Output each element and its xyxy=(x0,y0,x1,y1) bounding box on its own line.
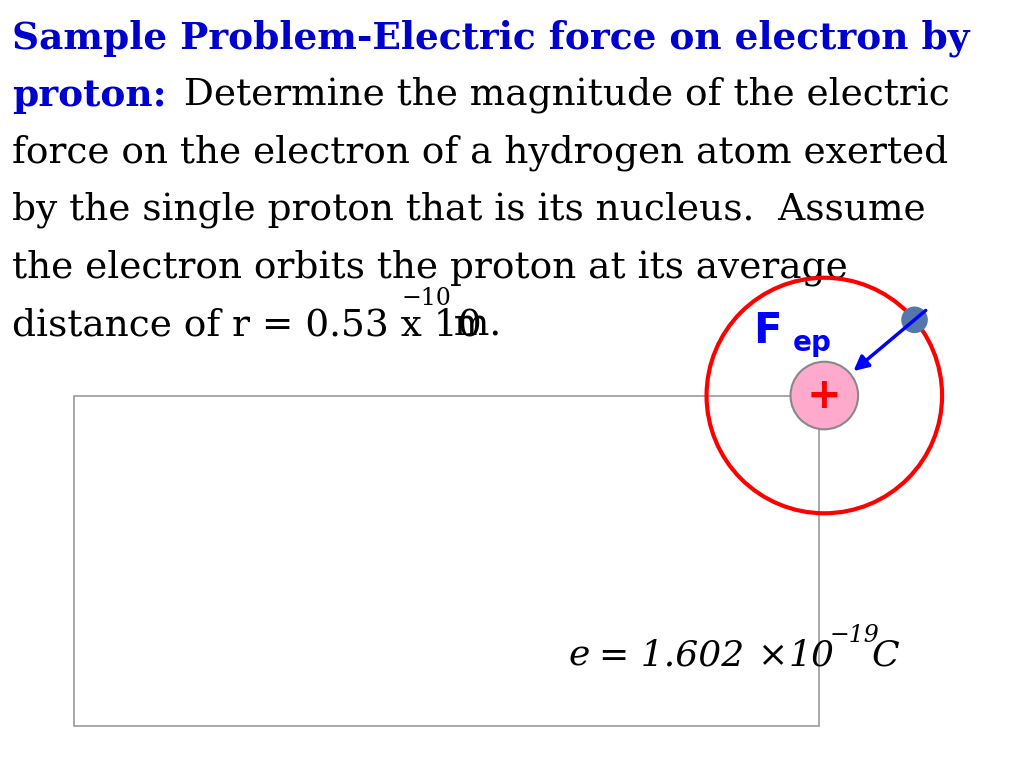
Text: Sample Problem-Electric force on electron by: Sample Problem-Electric force on electro… xyxy=(12,19,970,57)
Text: ×: × xyxy=(758,638,788,672)
Text: distance of r = 0.53 x 10: distance of r = 0.53 x 10 xyxy=(12,307,482,343)
Text: e: e xyxy=(568,638,590,672)
Text: −10: −10 xyxy=(401,287,452,310)
Text: $\mathbf{F}$: $\mathbf{F}$ xyxy=(753,310,779,352)
Text: Determine the magnitude of the electric: Determine the magnitude of the electric xyxy=(160,77,949,114)
Bar xyxy=(74,396,819,726)
Ellipse shape xyxy=(901,306,928,333)
Text: $\mathbf{ep}$: $\mathbf{ep}$ xyxy=(792,330,831,359)
Text: force on the electron of a hydrogen atom exerted: force on the electron of a hydrogen atom… xyxy=(12,134,948,171)
Text: proton:: proton: xyxy=(12,77,167,114)
Text: = 1.602: = 1.602 xyxy=(599,638,744,672)
Ellipse shape xyxy=(791,362,858,429)
Text: 10: 10 xyxy=(788,638,835,672)
Text: m.: m. xyxy=(442,307,502,343)
Text: C: C xyxy=(871,638,899,672)
Text: the electron orbits the proton at its average: the electron orbits the proton at its av… xyxy=(12,250,848,286)
Text: −19: −19 xyxy=(829,624,880,647)
Text: by the single proton that is its nucleus.  Assume: by the single proton that is its nucleus… xyxy=(12,192,926,229)
Text: +: + xyxy=(807,375,842,416)
